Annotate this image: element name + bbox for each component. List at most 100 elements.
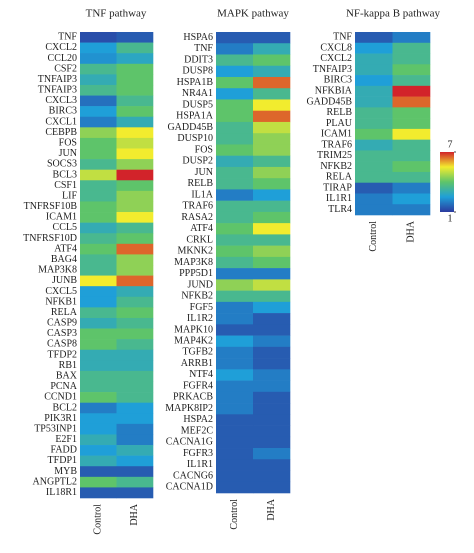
heat-cell (116, 275, 154, 287)
row-label: TNF (58, 32, 77, 43)
heat-cell (216, 414, 254, 426)
row-label: MEF2C (181, 425, 214, 436)
heat-cell (116, 392, 154, 403)
heat-cell (116, 476, 154, 488)
row-label: CRKL (186, 234, 213, 245)
heat-cell (253, 133, 291, 145)
row-label: ICAM1 (321, 129, 352, 140)
heat-cell (216, 391, 254, 404)
heat-cell (216, 76, 254, 89)
row-label: HSPA6 (183, 32, 213, 43)
row-label: FOS (59, 138, 77, 149)
row-label: DUSP8 (182, 66, 213, 77)
heat-cell (80, 169, 117, 181)
row-label: RELA (326, 172, 353, 183)
heat-cell (116, 286, 154, 298)
heat-cell (355, 85, 393, 97)
heat-cell (80, 423, 117, 435)
heat-cell (116, 180, 154, 192)
heat-cell (392, 42, 431, 54)
heat-cell (253, 223, 291, 235)
heat-cell (80, 487, 117, 499)
heat-cell (116, 328, 154, 340)
heat-cell (116, 317, 154, 329)
row-label: CACNA1D (166, 482, 213, 493)
heat-cell (216, 346, 254, 359)
row-label: MYB (54, 466, 77, 477)
heat-cell (116, 265, 154, 276)
heat-cell (80, 63, 117, 75)
heat-cell (216, 88, 254, 100)
heat-cell (253, 459, 291, 471)
row-label: JUN (59, 148, 77, 159)
heat-cell (216, 470, 254, 483)
heat-cell (80, 106, 117, 118)
heat-cell (116, 233, 154, 245)
row-label: ARRB1 (181, 358, 213, 369)
heat-cell (116, 413, 154, 425)
heat-cell (355, 182, 393, 194)
heat-cell (216, 324, 254, 336)
heat-cell (116, 106, 154, 118)
heat-cell (253, 369, 291, 381)
heat-cell (116, 455, 154, 467)
heat-cell (80, 222, 117, 234)
row-label: PRKACB (173, 392, 213, 403)
row-label: PCNA (50, 381, 77, 392)
heat-cell (253, 313, 291, 325)
row-label: BCL3 (53, 169, 77, 180)
heat-cell (80, 212, 117, 223)
heat-cell (253, 144, 291, 156)
heat-cell (80, 233, 117, 245)
row-label: TRAF6 (321, 139, 352, 150)
column-label: Control (229, 499, 240, 530)
heat-cell (80, 275, 117, 287)
heat-cell (216, 268, 254, 280)
heat-cell (253, 54, 291, 67)
heat-cell (253, 481, 291, 494)
heat-cell (216, 481, 254, 494)
heat-cell (355, 118, 393, 130)
row-label: TIRAP (323, 182, 352, 193)
row-label: CXCL8 (320, 42, 352, 53)
heat-cell (216, 335, 254, 348)
row-label: BCL2 (53, 402, 77, 413)
heat-cell (253, 211, 291, 224)
heat-cell (216, 403, 254, 415)
heat-cell (80, 307, 117, 319)
heat-cell (355, 96, 393, 108)
heat-cell (116, 487, 154, 499)
heat-cell (253, 155, 291, 168)
row-label: BAX (56, 371, 78, 382)
heat-cell (253, 268, 291, 280)
heat-cell (392, 64, 431, 76)
row-label: CSF1 (54, 180, 77, 191)
row-label: BIRC3 (324, 75, 352, 86)
heat-cell (80, 159, 117, 170)
heat-cell (116, 381, 154, 393)
heat-cell (355, 107, 393, 119)
heat-cell (216, 234, 254, 246)
row-label: CEBPB (45, 127, 77, 138)
heat-cell (216, 256, 254, 269)
row-label: HSPA1A (176, 111, 214, 122)
row-label: TNFAIP3 (38, 74, 77, 85)
column-label: Control (93, 504, 104, 535)
heat-cell (355, 53, 393, 65)
column-label: Control (368, 221, 379, 252)
row-label: MAPK8IP2 (165, 403, 213, 414)
heat-cell (355, 139, 393, 151)
heat-cell (116, 32, 154, 43)
heat-cell (80, 476, 117, 488)
heat-cell (216, 290, 254, 303)
heat-cell (253, 380, 291, 393)
heat-cell (216, 459, 254, 471)
heat-cell (80, 434, 117, 446)
heat-cell (253, 425, 291, 438)
heat-cell (80, 402, 117, 414)
heat-cell (116, 254, 154, 266)
heat-cell (392, 182, 431, 194)
row-label: MAPK10 (174, 324, 213, 335)
heat-cell (355, 128, 393, 140)
row-label: GADD45B (306, 96, 352, 107)
